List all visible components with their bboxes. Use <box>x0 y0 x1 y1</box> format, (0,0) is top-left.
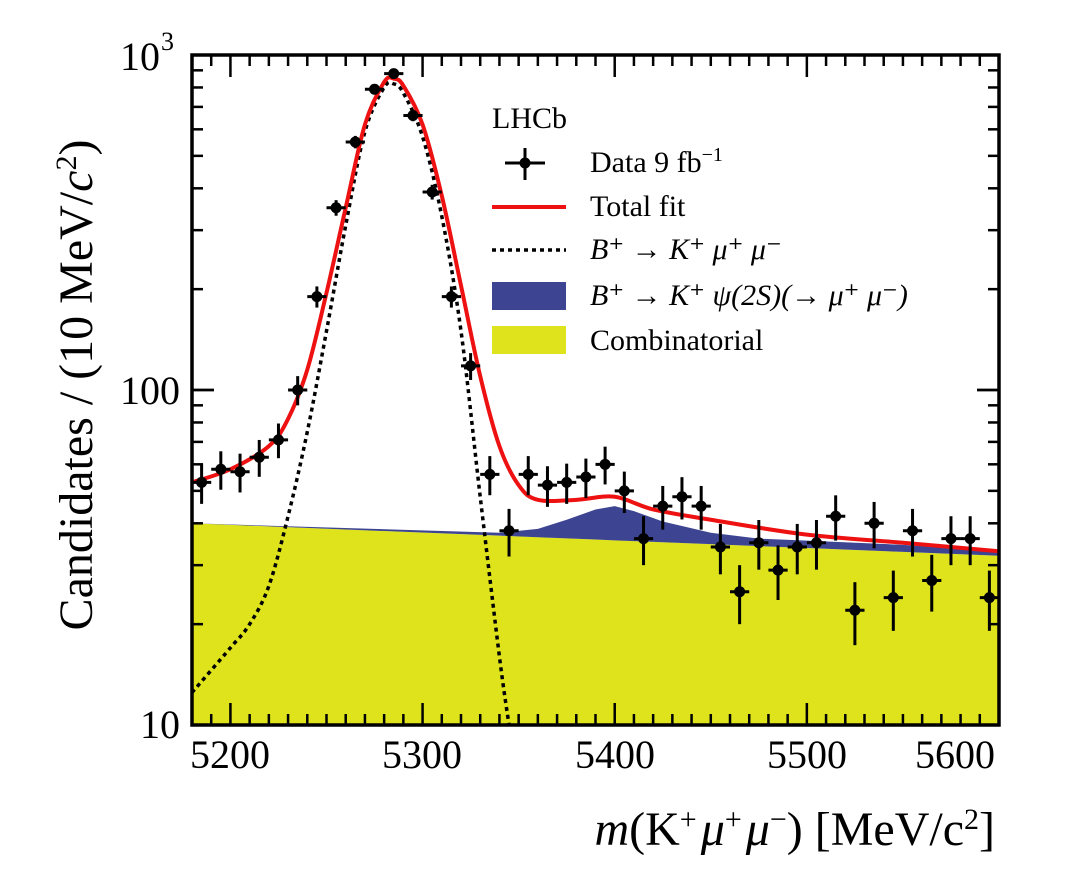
data-point <box>787 523 807 575</box>
data-point <box>730 565 750 625</box>
data-point <box>902 508 923 557</box>
x-tick-label-5500: 5500 <box>767 732 847 777</box>
data-point <box>691 485 711 530</box>
data-point <box>749 520 769 570</box>
y-tick-label-100: 100 <box>120 368 180 413</box>
data-point <box>441 286 461 308</box>
data-point <box>249 439 269 477</box>
data-point <box>211 451 231 490</box>
x-tick-label-5600: 5600 <box>915 732 995 777</box>
legend-total-fit-label: Total fit <box>590 190 686 223</box>
data-point <box>557 463 577 504</box>
data-point <box>326 200 346 216</box>
data-point <box>883 570 903 631</box>
y-tick-label-1000-exponent: 3 <box>161 27 174 56</box>
data-point <box>614 471 634 514</box>
legend-psi2s-swatch <box>492 282 566 310</box>
y-tick-label-10: 10 <box>140 702 180 747</box>
combinatorial-area <box>192 523 999 725</box>
data-point <box>595 446 615 485</box>
data-point <box>576 458 596 499</box>
y-axis-title: Candidates / (10 MeV/c2) <box>50 140 104 631</box>
data-point <box>307 286 327 308</box>
data-point <box>480 456 500 496</box>
legend-signal-label: B⁺ → K⁺ μ⁺ μ⁻ <box>590 233 782 266</box>
legend: LHCb Data 9 fb−1 Total fit B⁺ → K⁺ μ⁺ μ⁻… <box>492 102 908 357</box>
data-point <box>230 453 250 493</box>
data-point <box>960 516 980 566</box>
data-point <box>941 516 961 566</box>
data-point <box>403 109 423 122</box>
legend-data-marker <box>505 148 545 180</box>
data-point <box>268 423 289 459</box>
data-point <box>288 376 308 406</box>
total-fit-curve <box>192 75 999 554</box>
data-point <box>345 135 365 149</box>
legend-psi2s-label: B⁺ → K⁺ ψ(2S)(→ μ⁺ μ⁻) <box>590 279 908 312</box>
experiment-label: LHCb <box>492 102 567 135</box>
data-point <box>806 520 827 570</box>
y-tick-label-1000: 10 <box>120 34 160 79</box>
data-point <box>537 466 558 507</box>
x-tick-label-5300: 5300 <box>382 732 462 777</box>
data-point <box>633 516 654 566</box>
data-point <box>710 523 730 575</box>
data-point <box>922 554 942 612</box>
data-point <box>384 68 404 80</box>
data-point <box>518 456 538 496</box>
data-point <box>979 570 999 631</box>
x-tick-label-5400: 5400 <box>575 732 655 777</box>
data-point <box>364 83 385 95</box>
legend-combinatorial-swatch <box>492 326 566 354</box>
data-point <box>864 501 884 549</box>
data-point <box>499 508 519 557</box>
signal-curve <box>192 80 511 725</box>
x-axis-title: m(K+μ+μ−) [MeV/c2] <box>594 803 995 857</box>
data-point <box>826 495 846 541</box>
data-point <box>422 184 442 200</box>
data-point <box>845 582 865 646</box>
data-point <box>192 463 212 504</box>
data-point <box>672 477 692 520</box>
data-point <box>461 353 481 380</box>
data-point <box>768 545 788 600</box>
x-tick-label-5200: 5200 <box>190 732 270 777</box>
data-point <box>653 485 673 530</box>
legend-combinatorial-label: Combinatorial <box>590 324 763 357</box>
legend-data-label: Data 9 fb−1 <box>590 144 723 179</box>
